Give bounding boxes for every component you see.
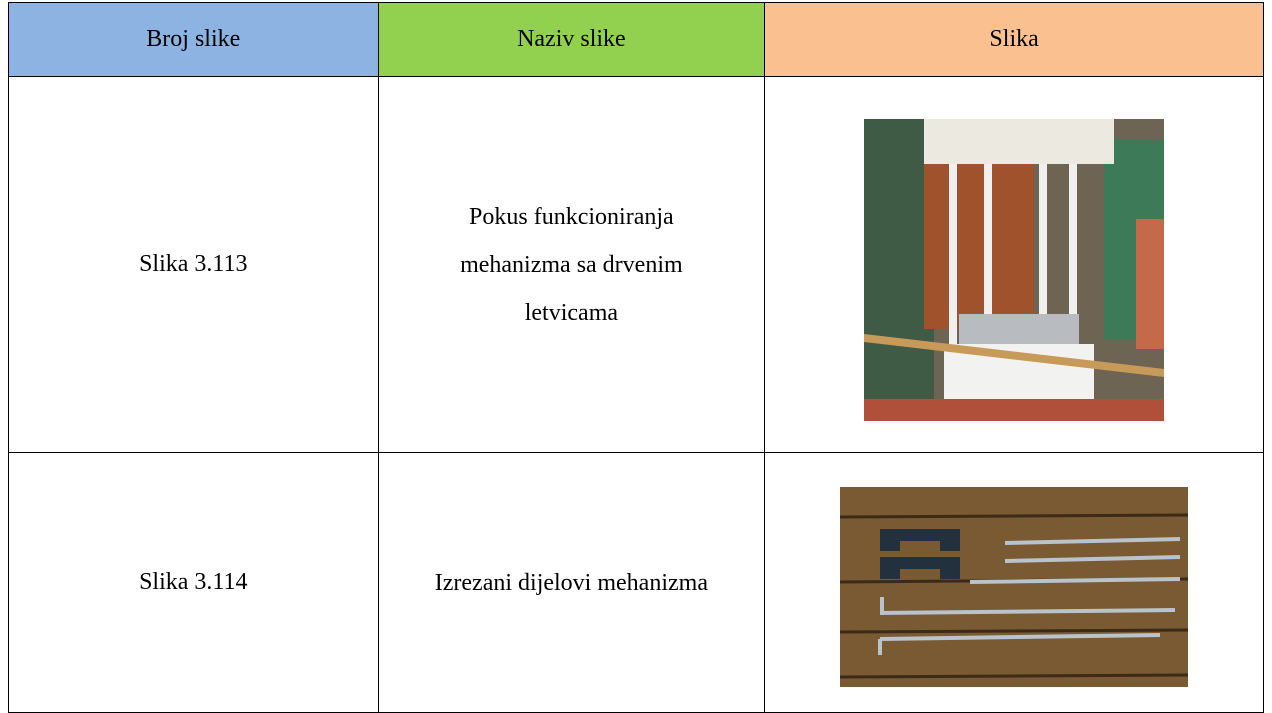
header-cell: Slika	[764, 2, 1264, 77]
figure-name-cell: Izrezani dijelovi mehanizma	[377, 452, 766, 713]
header-cell: Naziv slike	[377, 2, 766, 77]
figure-number: Slika 3.113	[8, 76, 379, 453]
image-cell	[764, 76, 1264, 453]
figure-name: Pokus funkcioniranja mehanizma sa drveni…	[460, 203, 683, 326]
figure-name: Izrezani dijelovi mehanizma	[434, 569, 708, 596]
figure-table: Broj slike Naziv slike Slika Slika 3.113…	[8, 2, 1264, 713]
header-cell: Broj slike	[8, 2, 379, 77]
photo-mechanism-test	[864, 118, 1165, 421]
table-row: Slika 3.114 Izrezani dijelovi mehanizma	[8, 452, 1264, 713]
figure-name-cell: Pokus funkcioniranja mehanizma sa drveni…	[377, 76, 766, 453]
header-row: Broj slike Naziv slike Slika	[8, 2, 1264, 77]
figure-number: Slika 3.114	[8, 452, 379, 713]
table-row: Slika 3.113 Pokus funkcioniranja mehaniz…	[8, 76, 1264, 453]
photo-cut-parts	[840, 486, 1189, 687]
image-cell	[764, 452, 1264, 713]
